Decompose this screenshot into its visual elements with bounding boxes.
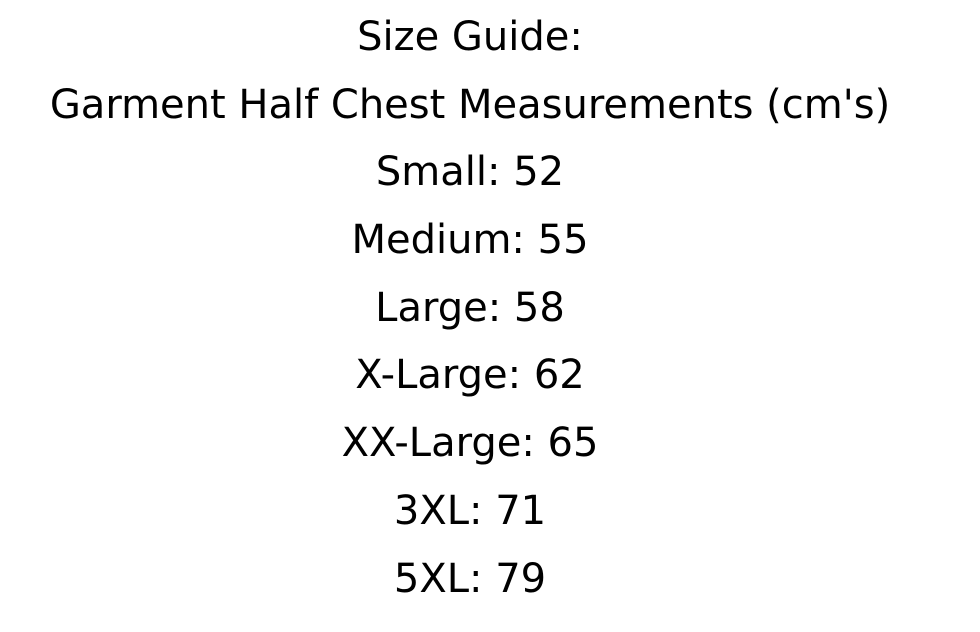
size-guide-title: Size Guide:: [357, 14, 583, 60]
size-row-x-large: X-Large: 62: [355, 352, 585, 399]
size-row-large: Large: 58: [375, 284, 565, 331]
size-row-3xl: 3XL: 71: [393, 487, 547, 534]
size-row-medium: Medium: 55: [351, 217, 589, 264]
size-row-small: Small: 52: [375, 149, 565, 196]
size-guide-subtitle: Garment Half Chest Measurements (cm's): [49, 81, 891, 128]
size-guide: Size Guide: Garment Half Chest Measureme…: [49, 14, 891, 602]
size-row-5xl: 5XL: 79: [393, 555, 547, 602]
size-row-xx-large: XX-Large: 65: [341, 420, 599, 467]
